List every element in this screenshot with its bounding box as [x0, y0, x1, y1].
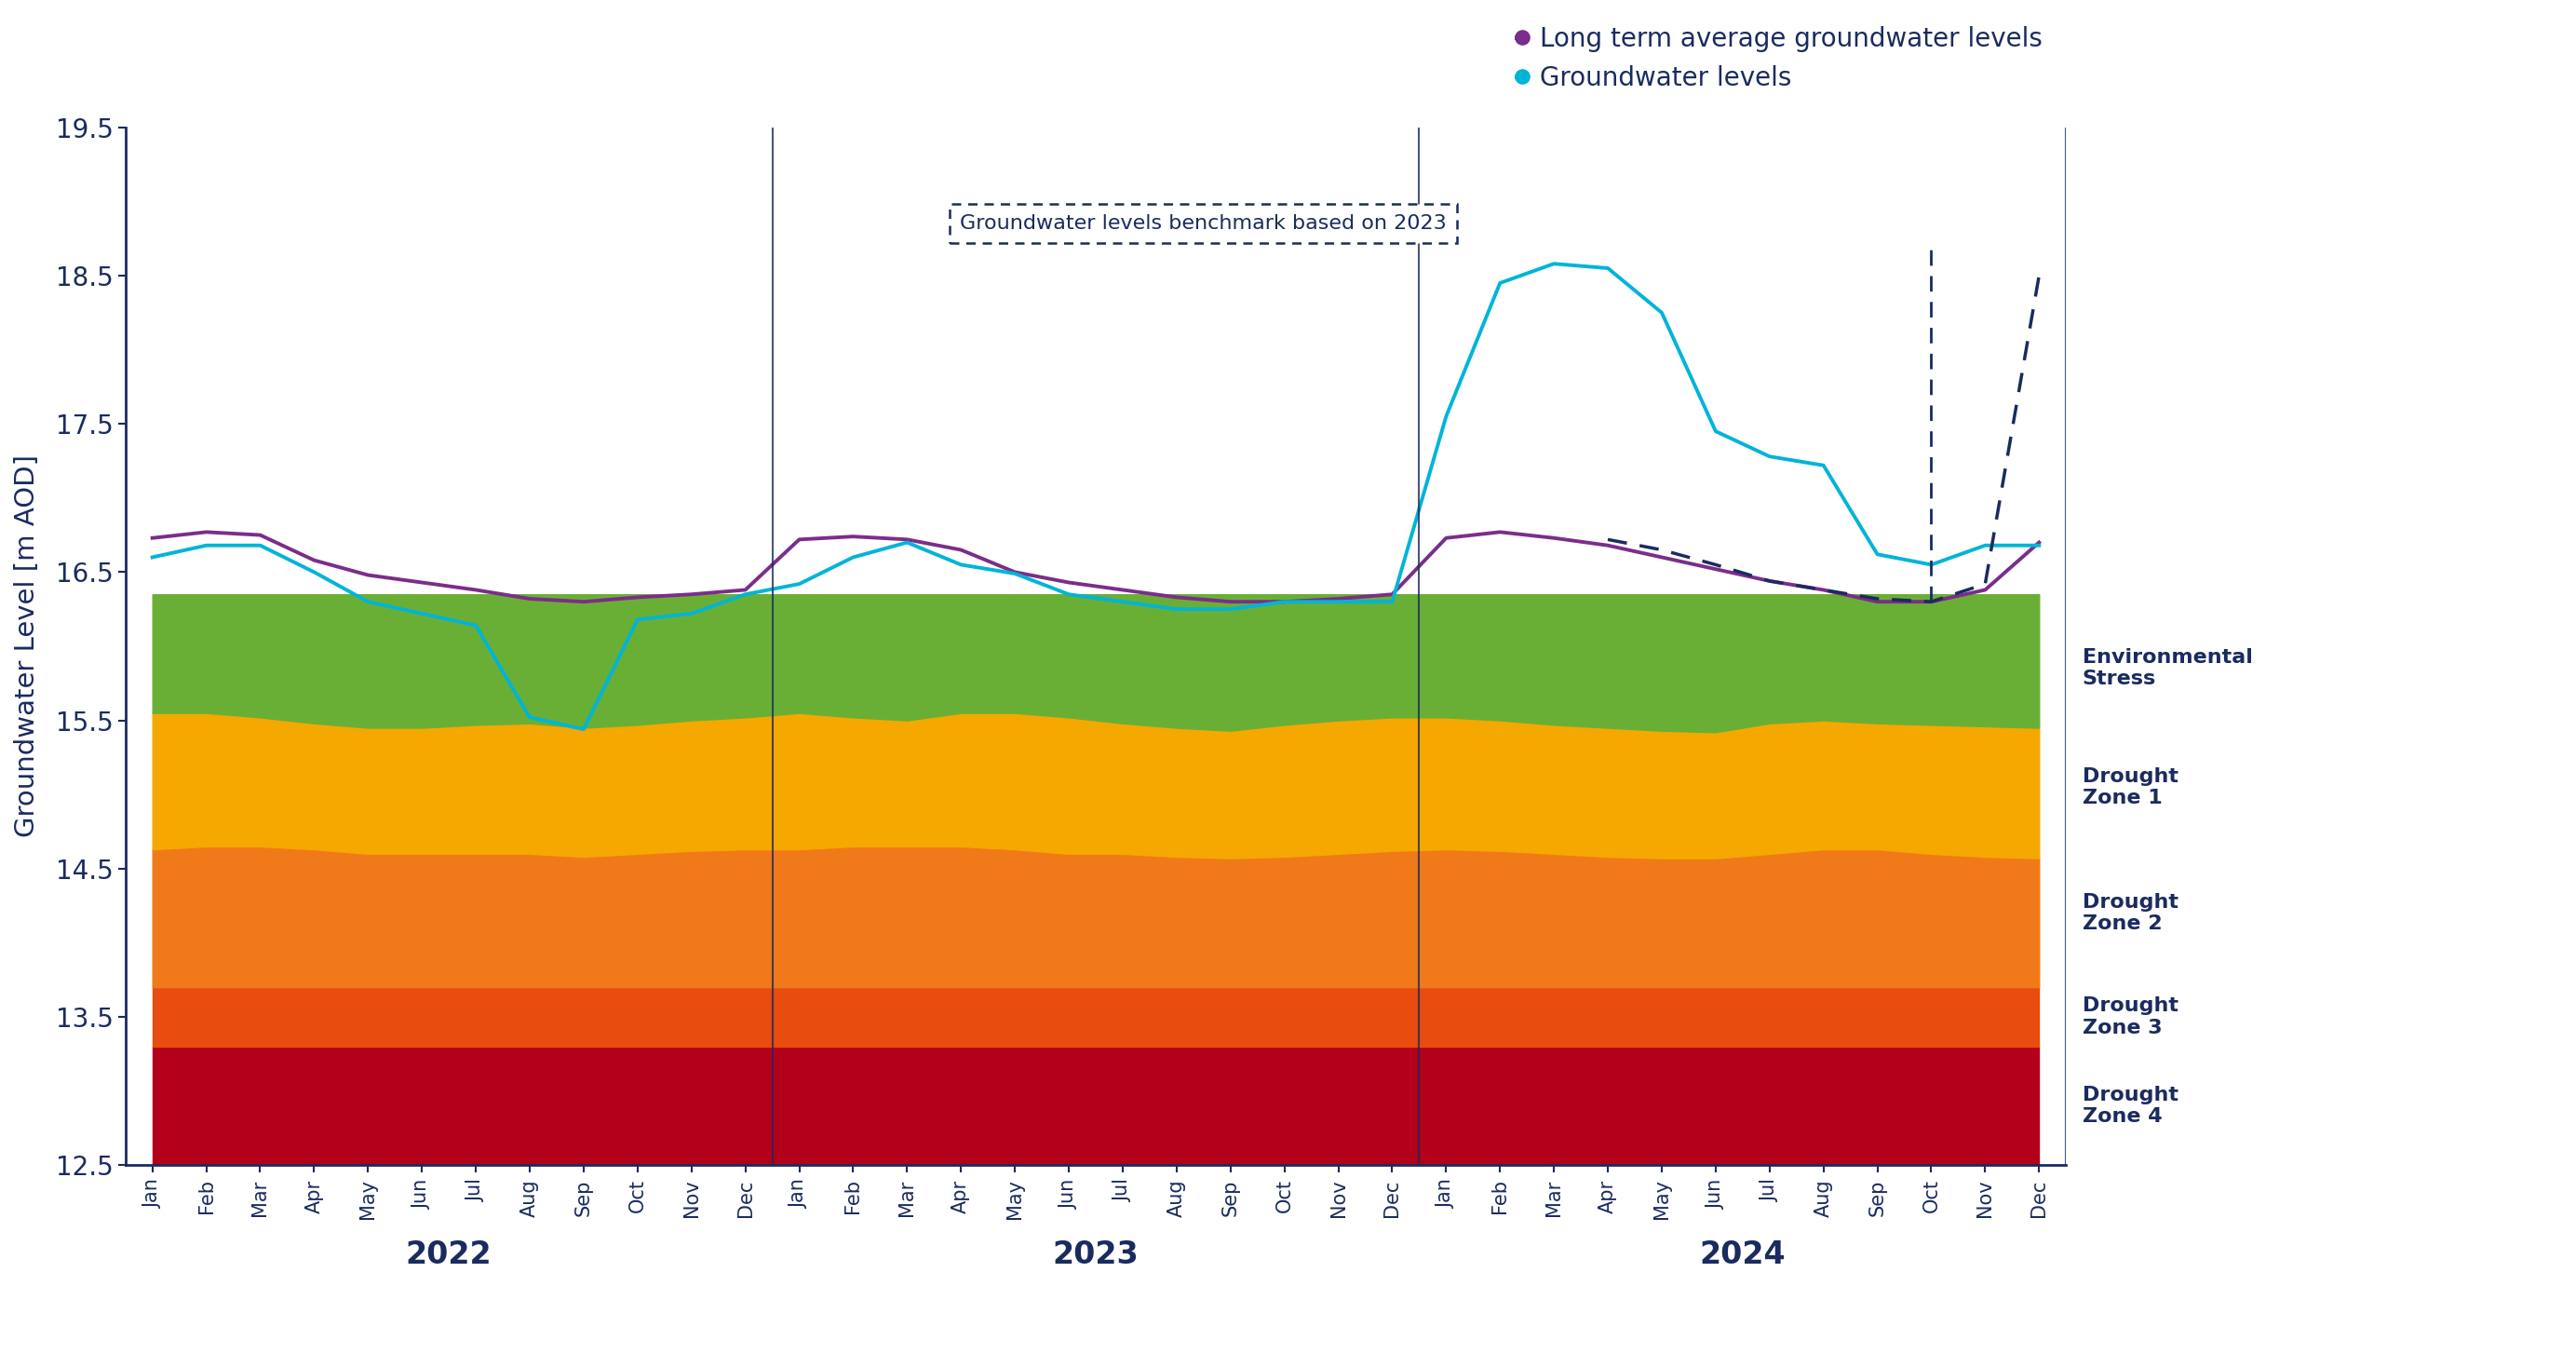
Y-axis label: Groundwater Level [m AOD]: Groundwater Level [m AOD]: [13, 455, 41, 838]
Text: Drought
Zone 4: Drought Zone 4: [2081, 1085, 2179, 1126]
Text: Drought
Zone 1: Drought Zone 1: [2081, 767, 2179, 807]
Text: Environmental
Stress: Environmental Stress: [2081, 648, 2251, 689]
Text: Drought
Zone 2: Drought Zone 2: [2081, 893, 2179, 934]
Text: Drought
Zone 3: Drought Zone 3: [2081, 997, 2179, 1038]
Text: 2022: 2022: [407, 1240, 492, 1270]
Text: 2024: 2024: [1700, 1240, 1785, 1270]
Text: Groundwater levels benchmark based on 2023: Groundwater levels benchmark based on 20…: [961, 215, 1448, 232]
Legend: Long term average groundwater levels, Groundwater levels: Long term average groundwater levels, Gr…: [1507, 16, 2053, 101]
Text: 2023: 2023: [1054, 1240, 1139, 1270]
